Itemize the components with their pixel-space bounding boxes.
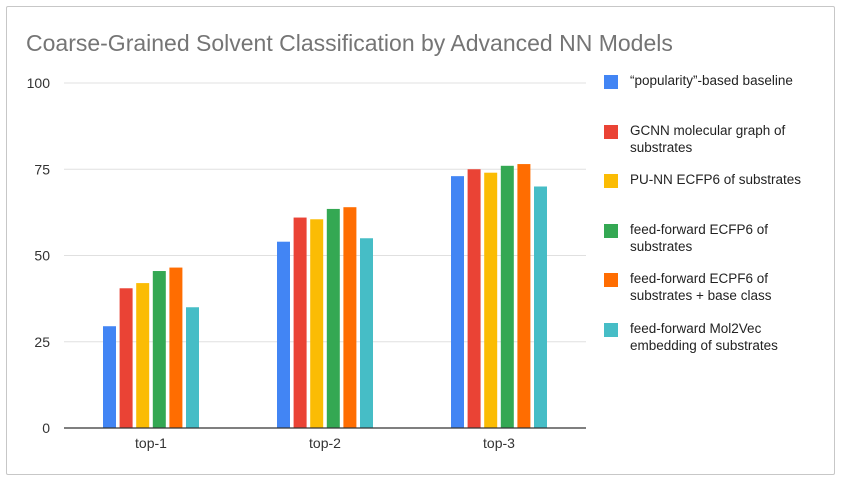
- bar: [169, 267, 183, 428]
- bar: [451, 176, 464, 428]
- y-tick-label: 100: [27, 75, 51, 91]
- legend-item: GCNN molecular graph of substrates: [604, 122, 829, 172]
- legend-swatch: [604, 75, 618, 89]
- x-tick-label: top-2: [309, 435, 341, 451]
- bar: [186, 307, 199, 428]
- legend-label: PU-NN ECFP6 of substrates: [630, 172, 802, 187]
- legend-item: feed-forward ECPF6 of substrates + base …: [604, 270, 829, 320]
- bar: [467, 169, 481, 428]
- legend-swatch: [604, 322, 618, 337]
- bar: [343, 207, 357, 428]
- legend-label: “popularity”-based baseline: [630, 73, 793, 88]
- bar: [136, 283, 150, 428]
- y-tick-label: 75: [34, 161, 50, 177]
- bar: [517, 164, 531, 428]
- legend-swatch: [604, 273, 618, 287]
- y-tick-label: 0: [42, 420, 50, 436]
- legend-swatch: [604, 223, 618, 238]
- y-tick-label: 50: [34, 248, 50, 264]
- legend-swatch: [604, 174, 618, 188]
- y-tick-label: 25: [34, 334, 50, 350]
- x-tick-label: top-3: [483, 435, 515, 451]
- bar: [360, 238, 373, 428]
- bar: [277, 241, 290, 428]
- bar: [310, 219, 324, 428]
- bar: [152, 271, 166, 428]
- chart-title: Coarse-Grained Solvent Classification by…: [26, 30, 673, 56]
- chart-legend: “popularity”-based baseline GCNN molecula…: [604, 72, 829, 369]
- bar: [534, 186, 547, 428]
- bar: [484, 172, 498, 428]
- legend-item: feed-forward ECFP6 of substrates: [604, 221, 829, 271]
- x-tick-label: top-1: [135, 435, 167, 451]
- bar: [103, 326, 116, 428]
- legend-item: “popularity”-based baseline: [604, 72, 829, 122]
- legend-label: feed-forward ECFP6 of substrates: [630, 221, 769, 254]
- bar: [293, 217, 307, 428]
- legend-label: GCNN molecular graph of substrates: [630, 122, 786, 155]
- legend-item: feed-forward Mol2Vec embedding of substr…: [604, 320, 829, 370]
- bar: [326, 208, 340, 428]
- legend-item: PU-NN ECFP6 of substrates: [604, 171, 829, 221]
- legend-label: feed-forward Mol2Vec embedding of substr…: [630, 320, 778, 353]
- bar: [500, 165, 514, 429]
- bar: [119, 288, 133, 428]
- legend-label: feed-forward ECPF6 of substrates + base …: [630, 271, 772, 303]
- legend-swatch: [604, 124, 618, 139]
